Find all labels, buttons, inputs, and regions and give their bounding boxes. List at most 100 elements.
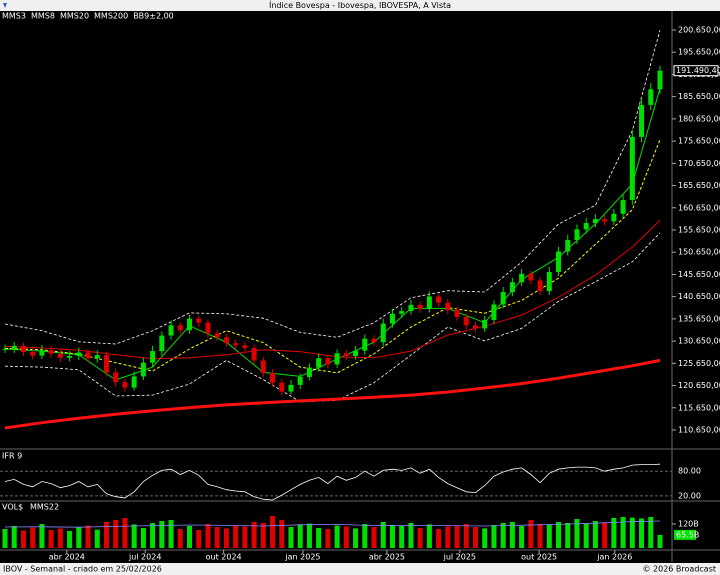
candle-body <box>592 219 598 224</box>
x-tick-label: jul 2025 <box>443 553 476 562</box>
candle-body <box>389 313 395 324</box>
candle-body <box>583 223 589 230</box>
volume-bar <box>491 525 497 548</box>
candle-body <box>196 318 202 323</box>
legend-entry: MMS8 <box>31 12 55 21</box>
x-tick-label: abr 2025 <box>369 553 405 562</box>
x-tick-label: jan 2026 <box>596 553 632 562</box>
volume-bar <box>20 530 26 548</box>
y-tick-label: 185.650,00 <box>678 92 720 101</box>
candle-body <box>537 280 543 292</box>
x-tick-label: out 2024 <box>206 553 242 562</box>
y-tick-label: 145.650,00 <box>678 270 720 279</box>
y-tick-label: 180.650,00 <box>678 114 720 123</box>
candle-body <box>463 316 469 326</box>
volume-bar <box>353 528 359 548</box>
candle-body <box>648 89 654 105</box>
y-tick-label: 125.650,00 <box>678 359 720 368</box>
volume-bar <box>270 516 276 548</box>
volume-bar <box>639 518 645 548</box>
volume-ma <box>4 520 661 528</box>
volume-bar <box>537 524 543 548</box>
candle-body <box>620 200 626 214</box>
y-tick-label: 150.650,00 <box>678 248 720 257</box>
footer-left: IBOV - Semanal - criado em 25/02/2026 <box>3 565 162 574</box>
legend-entry: MMS20 <box>60 12 89 21</box>
volume-bar <box>436 529 442 548</box>
bollinger-band <box>4 30 661 345</box>
volume-bar <box>546 524 552 548</box>
volume-bar <box>343 526 349 548</box>
candle-body <box>48 350 54 354</box>
candle-body <box>528 273 534 281</box>
candle-body <box>187 318 193 331</box>
candle-body <box>491 304 497 320</box>
volume-bar <box>48 530 54 548</box>
volume-bar <box>334 525 340 548</box>
candle-body <box>519 273 525 283</box>
menu-icon[interactable] <box>3 3 7 8</box>
volume-bar <box>620 517 626 548</box>
y-tick-label: 120.650,00 <box>678 381 720 390</box>
volume-bar <box>399 526 405 548</box>
volume-bar <box>187 526 193 548</box>
volume-bar <box>472 527 478 548</box>
candle-body <box>657 70 663 90</box>
x-tick-label: out 2025 <box>521 553 557 562</box>
y-tick-label: 80.00 <box>678 467 701 476</box>
y-tick-label: 20.00 <box>678 491 701 500</box>
candle-body <box>159 335 165 352</box>
moving-average <box>4 220 661 360</box>
candle-body <box>316 358 322 368</box>
volume-bar <box>611 518 617 548</box>
volume-bar <box>389 525 395 548</box>
volume-bar <box>325 529 331 548</box>
candle-body <box>426 296 432 309</box>
legend-entry: MMS22 <box>30 503 59 512</box>
legend-entry: MMS3 <box>2 12 26 21</box>
candle-body <box>639 104 645 137</box>
candle-body <box>399 311 405 314</box>
volume-bar <box>629 517 635 548</box>
x-tick-label: jan 2025 <box>284 553 320 562</box>
volume-bar <box>242 526 248 548</box>
volume-bar <box>445 526 451 548</box>
value-box <box>674 529 696 540</box>
volume-bar <box>251 522 257 548</box>
y-tick-label: 120B <box>678 520 699 529</box>
y-tick-label: 135.650,00 <box>678 314 720 323</box>
volume-bar <box>528 520 534 548</box>
candle-body <box>436 296 442 303</box>
volume-bar <box>196 530 202 548</box>
moving-average <box>4 139 661 374</box>
candle-body <box>39 350 45 356</box>
volume-bar <box>205 524 211 548</box>
candle-body <box>565 240 571 252</box>
candle-body <box>94 355 100 359</box>
candle-body <box>454 310 460 317</box>
volume-bar <box>30 527 36 548</box>
y-tick-label: 200.650,00 <box>678 26 720 35</box>
candle-body <box>113 372 119 383</box>
candle-body <box>168 325 174 336</box>
volume-bar <box>565 523 571 548</box>
volume-bar <box>648 517 654 548</box>
volume-bar <box>380 522 386 548</box>
y-tick-label: 140.650,00 <box>678 292 720 301</box>
volume-bar <box>223 528 229 548</box>
volume-bar <box>150 523 156 548</box>
candle-body <box>509 282 515 292</box>
legend-entry: BB9±2,00 <box>133 12 174 21</box>
candle-body <box>602 219 608 222</box>
volume-bar <box>159 521 165 548</box>
y-tick-label: 160.650,00 <box>678 203 720 212</box>
volume-bar <box>602 522 608 548</box>
current-volume: 65.5B <box>676 530 699 539</box>
candle-body <box>122 382 128 388</box>
candle-body <box>270 372 276 383</box>
volume-bar <box>2 529 8 548</box>
volume-bar <box>76 527 82 548</box>
volume-bar <box>113 520 119 548</box>
candle-body <box>297 376 303 385</box>
